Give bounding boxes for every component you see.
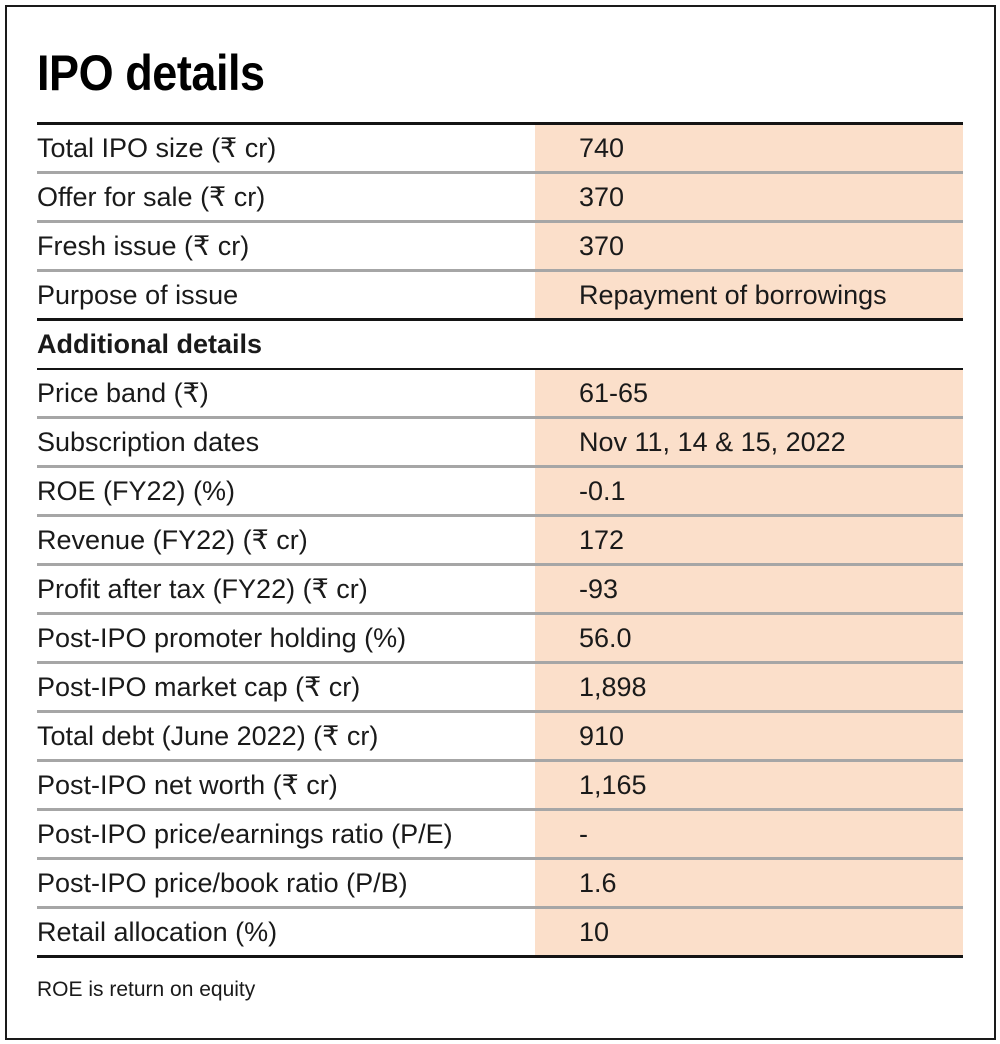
row-value: 370 — [535, 223, 963, 269]
row-label: Total IPO size (₹ cr) — [37, 132, 277, 163]
table-row: Fresh issue (₹ cr) 370 — [37, 223, 963, 272]
row-label: Profit after tax (FY22) (₹ cr) — [37, 573, 368, 604]
table-row: Total IPO size (₹ cr) 740 — [37, 125, 963, 174]
section-header: Additional details — [37, 329, 263, 359]
row-label: Post-IPO promoter holding (%) — [37, 622, 407, 653]
row-value: 740 — [535, 125, 963, 171]
row-value: 1.6 — [535, 860, 963, 906]
row-label: ROE (FY22) (%) — [37, 475, 236, 506]
table-row: Retail allocation (%) 10 — [37, 909, 963, 958]
table-row: Post-IPO price/book ratio (P/B) 1.6 — [37, 860, 963, 909]
section-header-row: Additional details — [37, 321, 963, 370]
table-row: Post-IPO price/earnings ratio (P/E) - — [37, 811, 963, 860]
table-row: Revenue (FY22) (₹ cr) 172 — [37, 517, 963, 566]
table-row: Post-IPO net worth (₹ cr) 1,165 — [37, 762, 963, 811]
row-value: 910 — [535, 713, 963, 759]
row-label: Post-IPO net worth (₹ cr) — [37, 769, 338, 800]
row-label: Fresh issue (₹ cr) — [37, 230, 250, 261]
row-label: Retail allocation (%) — [37, 916, 278, 947]
table-row: Profit after tax (FY22) (₹ cr) -93 — [37, 566, 963, 615]
row-value: -93 — [535, 566, 963, 612]
card-content: IPO details Total IPO size (₹ cr) 740 Of… — [7, 47, 994, 1002]
table-row: Offer for sale (₹ cr) 370 — [37, 174, 963, 223]
row-label: Post-IPO price/book ratio (P/B) — [37, 867, 408, 898]
row-value: 10 — [535, 909, 963, 955]
table-row: Subscription dates Nov 11, 14 & 15, 2022 — [37, 419, 963, 468]
row-label: Purpose of issue — [37, 279, 239, 310]
table-row: Post-IPO market cap (₹ cr) 1,898 — [37, 664, 963, 713]
ipo-details-card: IPO details Total IPO size (₹ cr) 740 Of… — [5, 5, 996, 1040]
row-label: Post-IPO price/earnings ratio (P/E) — [37, 818, 453, 849]
table-row: ROE (FY22) (%) -0.1 — [37, 468, 963, 517]
row-value: Repayment of borrowings — [535, 272, 963, 318]
row-value: Nov 11, 14 & 15, 2022 — [535, 419, 963, 465]
table-row: Purpose of issue Repayment of borrowings — [37, 272, 963, 321]
row-label: Total debt (June 2022) (₹ cr) — [37, 720, 379, 751]
row-value: -0.1 — [535, 468, 963, 514]
table-row: Total debt (June 2022) (₹ cr) 910 — [37, 713, 963, 762]
row-label: Post-IPO market cap (₹ cr) — [37, 671, 361, 702]
row-value: 1,165 — [535, 762, 963, 808]
ipo-details-table: Total IPO size (₹ cr) 740 Offer for sale… — [37, 125, 963, 958]
row-value: 56.0 — [535, 615, 963, 661]
table-row: Post-IPO promoter holding (%) 56.0 — [37, 615, 963, 664]
row-value: 172 — [535, 517, 963, 563]
row-value: 61-65 — [535, 370, 963, 416]
row-value: 1,898 — [535, 664, 963, 710]
page-title: IPO details — [37, 45, 265, 101]
row-value: 370 — [535, 174, 963, 220]
row-label: Offer for sale (₹ cr) — [37, 181, 266, 212]
row-value: - — [535, 811, 963, 857]
table-row: Price band (₹) 61-65 — [37, 370, 963, 419]
row-label: Subscription dates — [37, 426, 260, 457]
row-label: Revenue (FY22) (₹ cr) — [37, 524, 308, 555]
title-divider — [37, 122, 963, 125]
footnote: ROE is return on equity — [37, 978, 256, 1001]
row-label: Price band (₹) — [37, 377, 209, 408]
